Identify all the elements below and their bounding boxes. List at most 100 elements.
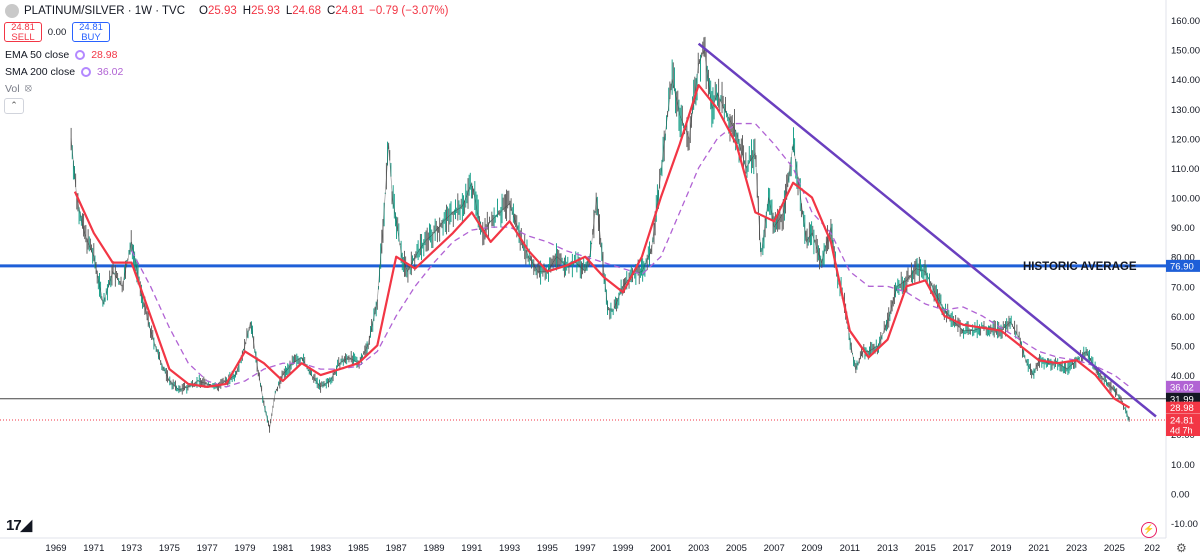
y-tick-label: 100.00	[1171, 194, 1200, 205]
x-tick-label: 1971	[83, 543, 104, 554]
y-tick-label: -10.00	[1171, 519, 1198, 530]
y-tick-label: 0.00	[1171, 489, 1190, 500]
price-tag-text: 76.90	[1170, 261, 1194, 272]
close-value: 24.81	[335, 5, 365, 17]
price-series-line	[70, 49, 1130, 429]
x-tick-label: 1983	[310, 543, 331, 554]
tradingview-logo-icon[interactable]: 17◢	[6, 517, 32, 534]
sma-200-line	[131, 122, 1130, 388]
low-value: 24.68	[292, 5, 322, 17]
x-tick-label: 1993	[499, 543, 520, 554]
price-tag-text: 31.99	[1170, 394, 1194, 405]
price-tag-text: 24.81	[1170, 416, 1194, 427]
trade-panel: 24.81 SELL 0.00 24.81 BUY	[4, 22, 110, 43]
chart-header: PLATINUM/SILVER · 1W · TVC O 25.93 H 25.93…	[0, 0, 448, 22]
y-tick-label: 40.00	[1171, 371, 1195, 382]
price-tag-sma: 36.02	[1166, 380, 1200, 393]
price-tag-bg	[1166, 380, 1200, 393]
x-tick-label: 1999	[612, 543, 633, 554]
x-tick-label: 2005	[726, 543, 747, 554]
x-tick-label: 2003	[688, 543, 709, 554]
buy-price: 24.81	[79, 22, 103, 33]
x-tick-label: 1979	[234, 543, 255, 554]
x-tick-label: 2023	[1066, 543, 1087, 554]
ema-legend[interactable]: EMA 50 close 28.98	[5, 49, 117, 61]
x-tick-label: 1997	[575, 543, 596, 554]
sma-value: 36.02	[97, 66, 124, 78]
y-tick-label: 110.00	[1171, 164, 1199, 175]
ema-value: 28.98	[91, 49, 118, 61]
historic-average-label: HISTORIC AVERAGE	[1023, 261, 1137, 273]
price-tag-text: 28.98	[1170, 403, 1194, 414]
y-tick-label: 10.00	[1171, 460, 1195, 471]
x-tick-label: 2021	[1028, 543, 1049, 554]
x-tick-label: 1989	[423, 543, 444, 554]
down-trendline[interactable]	[697, 42, 1157, 418]
symbol-title[interactable]: PLATINUM/SILVER · 1W · TVC	[24, 5, 186, 17]
y-tick-label: 80.00	[1171, 253, 1195, 264]
price-tag-bg	[1166, 414, 1200, 437]
y-tick-label: 70.00	[1171, 282, 1195, 293]
sell-price: 24.81	[11, 22, 35, 33]
x-tick-label: 2019	[990, 543, 1011, 554]
low-label: L	[285, 5, 293, 17]
x-tick-label: 2013	[877, 543, 898, 554]
sma-label: SMA 200 close	[5, 66, 76, 78]
y-tick-label: 50.00	[1171, 341, 1195, 352]
x-tick-label: 2009	[801, 543, 822, 554]
y-tick-label: 90.00	[1171, 223, 1195, 234]
change-value: −0.79 (−3.07%)	[369, 5, 449, 17]
x-tick-label: 1987	[386, 543, 407, 554]
plot-area: HISTORIC AVERAGE	[0, 36, 1166, 433]
y-tick-label: 130.00	[1171, 105, 1200, 116]
x-tick-label: 1991	[461, 543, 482, 554]
y-tick-label: 120.00	[1171, 134, 1200, 145]
x-tick-label: 1977	[197, 543, 218, 554]
sma-legend[interactable]: SMA 200 close 36.02	[5, 66, 123, 78]
y-tick-label: 140.00	[1171, 75, 1200, 86]
buy-label: BUY	[81, 32, 101, 43]
eye-off-icon[interactable]: ⦻	[24, 82, 32, 94]
price-tag-countdown: 4d 7h	[1170, 426, 1193, 436]
price-tag-ema: 28.98	[1166, 401, 1200, 414]
price-tag-bg	[1166, 259, 1200, 272]
ema-settings-icon[interactable]	[75, 50, 86, 60]
settings-icon[interactable]: ⚙	[1176, 541, 1187, 555]
x-tick-label: 1969	[45, 543, 66, 554]
price-tag-historic: 76.90	[1166, 259, 1200, 272]
open-value: 25.93	[207, 5, 237, 17]
buy-button[interactable]: 24.81 BUY	[72, 22, 110, 43]
ema-50-line	[73, 83, 1131, 409]
x-tick-label: 1973	[121, 543, 142, 554]
open-label: O	[199, 5, 208, 17]
vol-label: Vol	[5, 82, 20, 95]
vol-legend[interactable]: Vol ⦻	[5, 82, 32, 95]
x-tick-label: 1985	[348, 543, 369, 554]
high-label: H	[242, 5, 252, 17]
ema-label: EMA 50 close	[5, 49, 70, 61]
y-tick-label: 60.00	[1171, 312, 1195, 323]
close-label: C	[327, 5, 336, 17]
symbol-icon	[5, 4, 19, 18]
sell-button[interactable]: 24.81 SELL	[4, 22, 42, 43]
x-tick-label: 2011	[840, 543, 860, 554]
spread-value: 0.00	[47, 26, 67, 38]
bolt-icon[interactable]: ⚡	[1141, 522, 1157, 538]
high-value: 25.93	[251, 5, 280, 17]
x-tick-label: 2015	[915, 543, 936, 554]
price-tag-text: 36.02	[1170, 382, 1194, 393]
sma-settings-icon[interactable]	[81, 67, 92, 77]
x-tick-label: 1975	[159, 543, 180, 554]
x-tick-label: 1981	[272, 543, 293, 554]
price-tag-bg	[1166, 401, 1200, 414]
y-tick-label: 160.00	[1171, 16, 1200, 27]
x-tick-label: 1995	[537, 543, 558, 554]
x-tick-label: 2025	[1104, 543, 1125, 554]
x-tick-label: 2017	[953, 543, 974, 554]
y-tick-label: 150.00	[1171, 46, 1200, 57]
x-tick-label: 202	[1144, 543, 1160, 554]
collapse-icon[interactable]: ⌃	[4, 98, 24, 114]
x-tick-label: 2007	[764, 543, 785, 554]
